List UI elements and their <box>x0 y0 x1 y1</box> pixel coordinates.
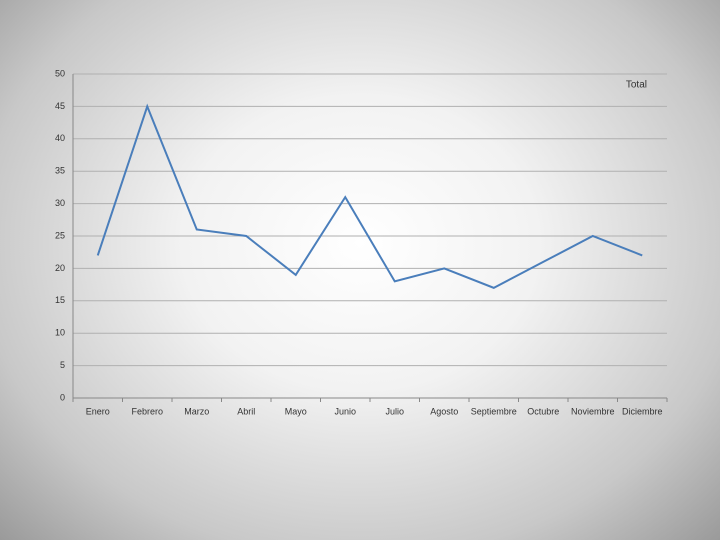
series-line <box>96 103 643 289</box>
y-tick-label: 20 <box>55 263 65 273</box>
x-tick-label: Marzo <box>184 406 209 416</box>
y-tick-label: 50 <box>55 68 65 78</box>
x-tick-label: Octubre <box>527 406 559 416</box>
y-tick-label: 0 <box>60 392 65 402</box>
y-tick-label: 10 <box>55 328 65 338</box>
y-tick-label: 5 <box>60 360 65 370</box>
x-tick-label: Enero <box>86 406 110 416</box>
y-tick-label: 30 <box>55 198 65 208</box>
x-tick-label: Mayo <box>285 406 307 416</box>
x-tick-label: Diciembre <box>622 406 663 416</box>
x-tick-label: Septiembre <box>471 406 517 416</box>
y-tick-label: 25 <box>55 230 65 240</box>
x-tick-label: Agosto <box>430 406 458 416</box>
y-tick-label: 15 <box>55 295 65 305</box>
x-tick-label: Noviembre <box>571 406 615 416</box>
y-tick-label: 40 <box>55 133 65 143</box>
x-tick-label: Junio <box>334 406 356 416</box>
x-tick-label: Julio <box>385 406 404 416</box>
x-tick-label: Abril <box>237 406 255 416</box>
y-tick-label: 45 <box>55 101 65 111</box>
x-tick-label: Febrero <box>131 406 163 416</box>
y-tick-label: 35 <box>55 166 65 176</box>
legend-label: Total <box>626 80 647 91</box>
